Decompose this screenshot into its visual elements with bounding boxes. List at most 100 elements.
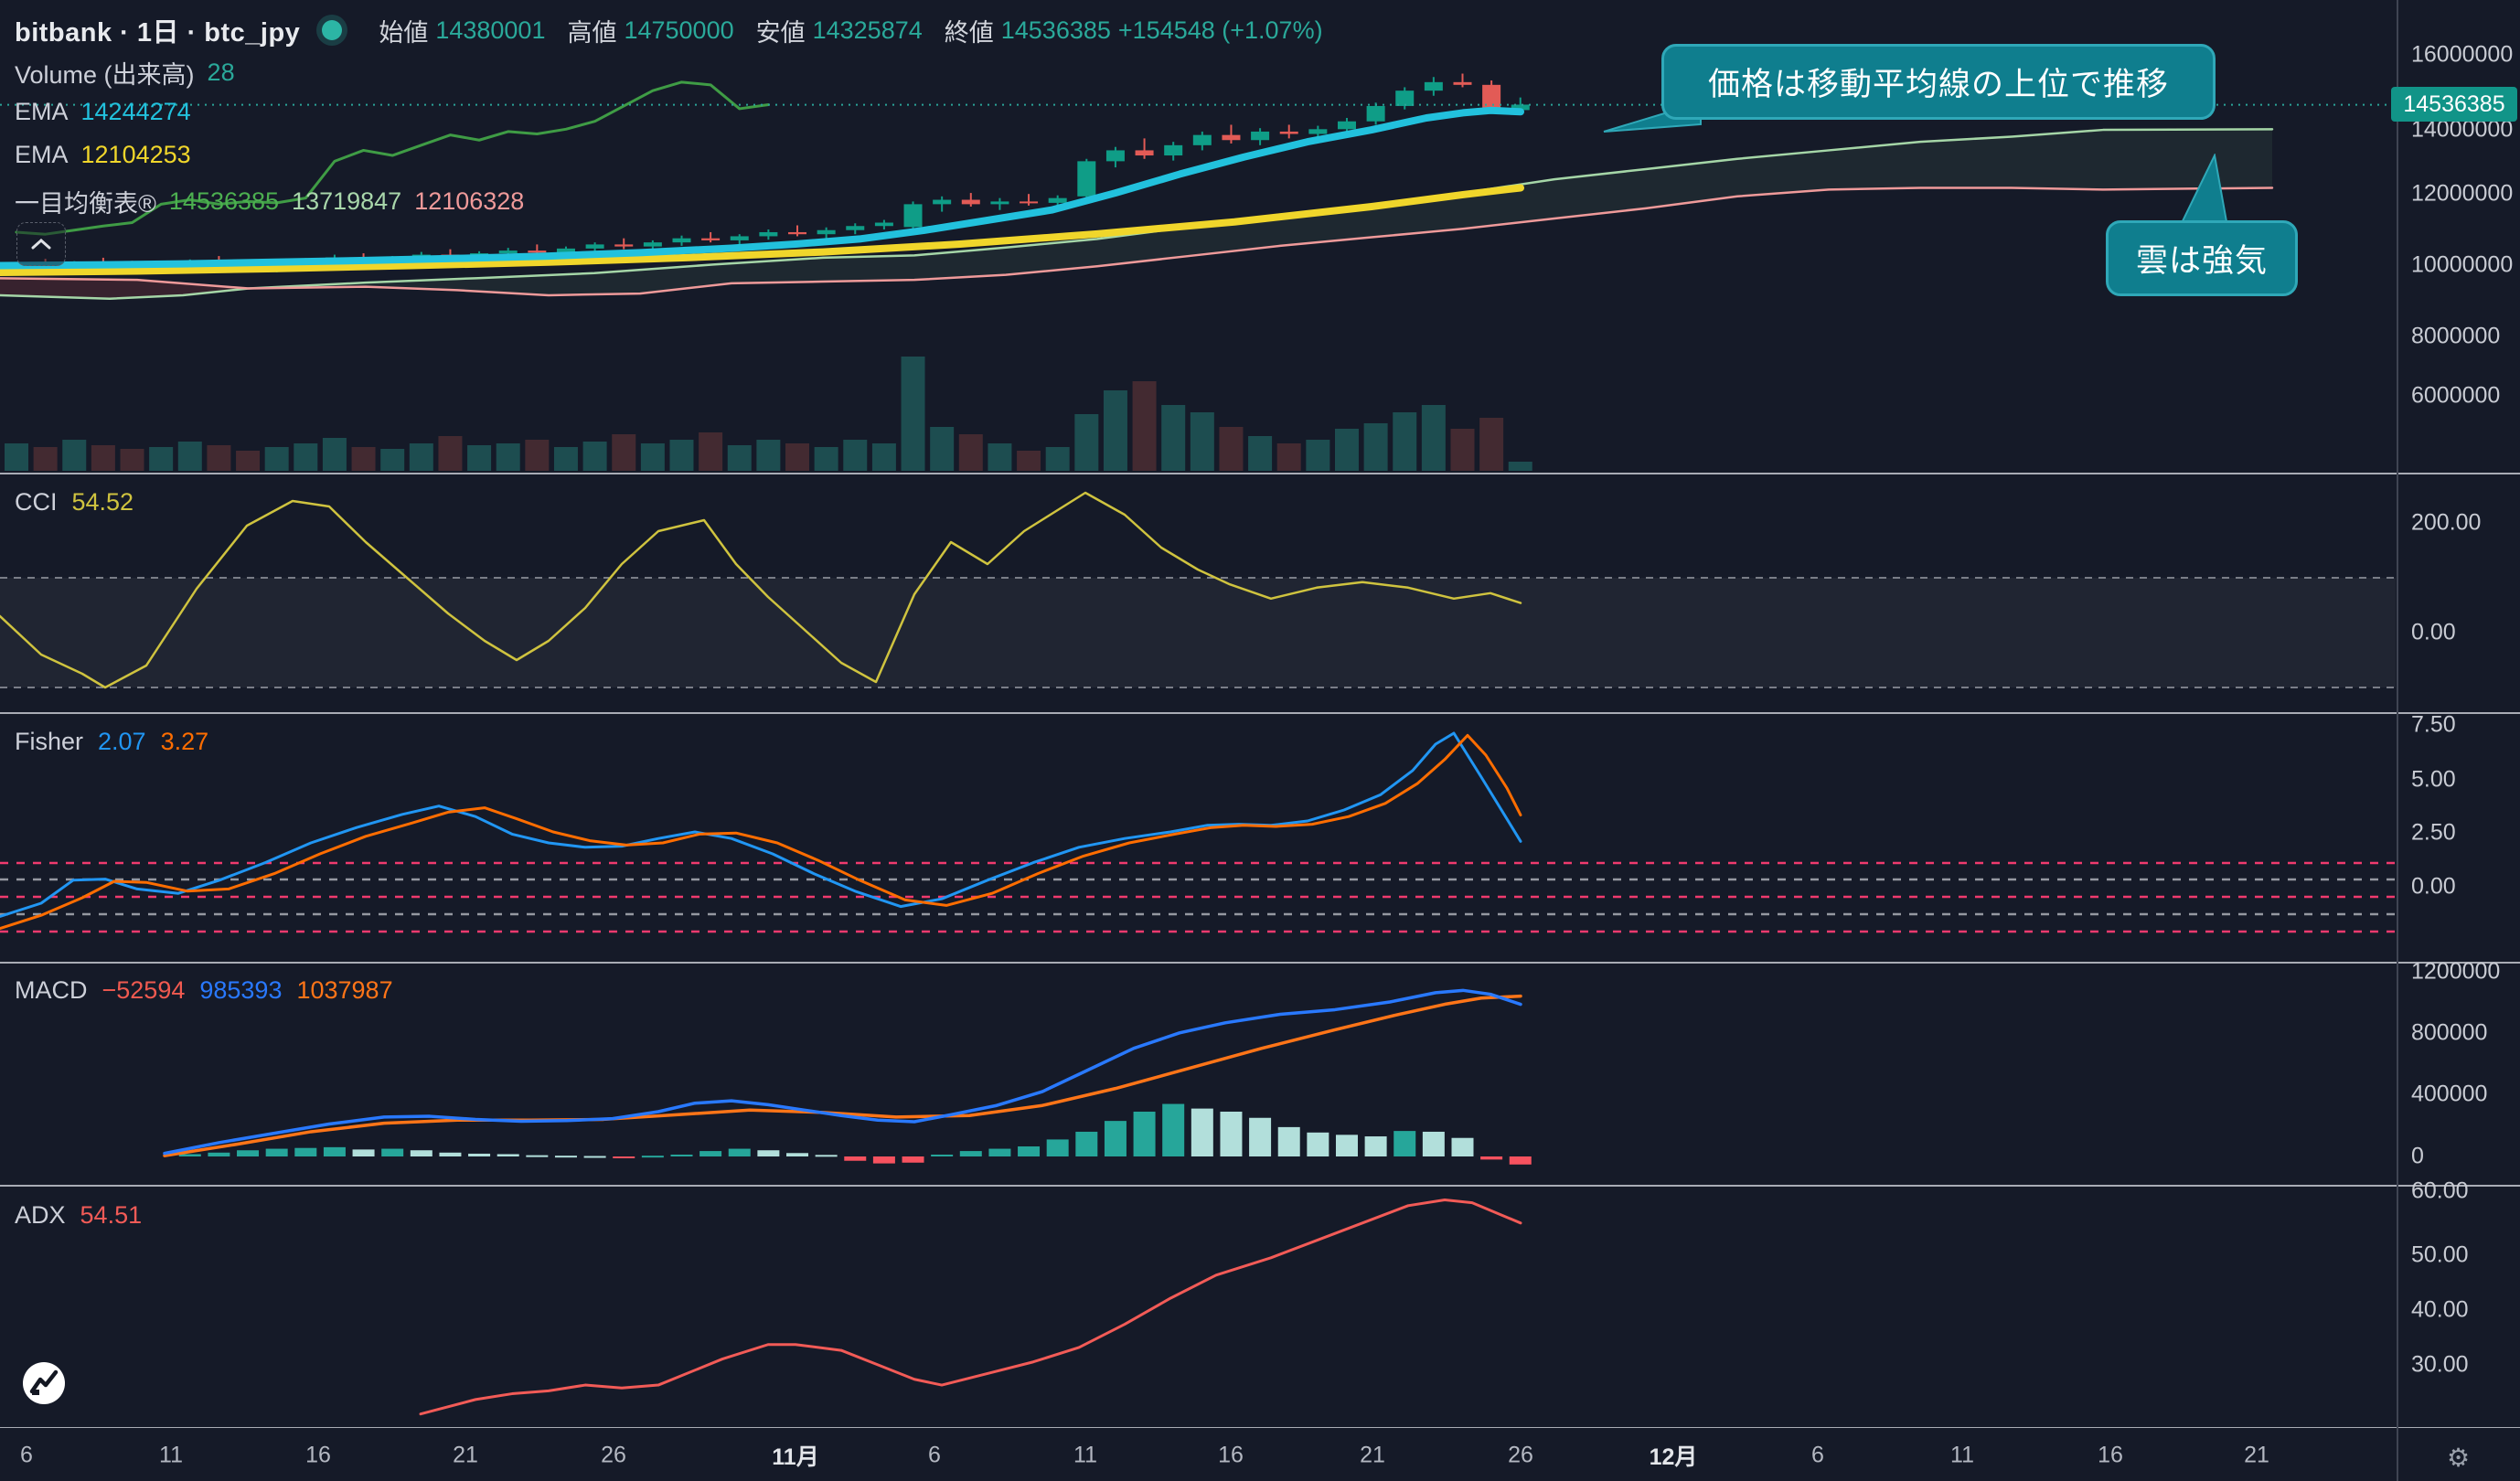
macd-histogram-bar bbox=[1451, 1137, 1474, 1156]
macd-histogram-bar bbox=[1075, 1131, 1098, 1156]
macd-histogram-bar bbox=[872, 1156, 895, 1164]
macd-histogram-bar bbox=[1046, 1139, 1069, 1156]
volume-bar bbox=[958, 434, 983, 471]
macd-histogram-bar bbox=[728, 1148, 751, 1156]
macd-histogram-bar bbox=[815, 1155, 838, 1157]
fisher-value-1: 2.07 bbox=[98, 728, 146, 755]
candle-body bbox=[846, 226, 865, 230]
cci-legend[interactable]: CCI 54.52 bbox=[15, 488, 133, 517]
ichimoku-value-2: 13719847 bbox=[292, 187, 402, 215]
adx-line bbox=[419, 1198, 1522, 1416]
macd-label: MACD bbox=[15, 976, 88, 1004]
time-tick-label: 6 bbox=[1811, 1442, 1824, 1468]
ema-fast-line bbox=[0, 106, 1524, 270]
ichimoku-cloud-bullish bbox=[249, 129, 2272, 295]
volume-bar bbox=[814, 447, 838, 471]
chart-canvas[interactable] bbox=[0, 0, 2520, 1428]
ichimoku-value-1: 14536385 bbox=[168, 187, 280, 215]
candle-body bbox=[528, 250, 547, 253]
volume-bar bbox=[988, 443, 1012, 471]
adx-value: 54.51 bbox=[80, 1201, 143, 1229]
time-tick-label: 11 bbox=[1950, 1442, 1974, 1468]
axis-tick-label: 1200000 bbox=[2411, 958, 2501, 985]
macd-histogram-bar bbox=[497, 1154, 519, 1156]
symbol-header[interactable]: bitbank · 1日 · btc_jpy 始値 14380001 高値 14… bbox=[15, 11, 1323, 49]
axis-settings-gear-icon[interactable]: ⚙ bbox=[2447, 1444, 2471, 1472]
volume-legend[interactable]: Volume (出来高) 28 bbox=[15, 55, 235, 91]
macd-value-2: 985393 bbox=[199, 976, 283, 1004]
candle-body bbox=[1482, 84, 1501, 109]
ichimoku-label: 一目均衡表® bbox=[15, 190, 156, 218]
axis-tick-label: 0.00 bbox=[2411, 619, 2456, 645]
volume-bar bbox=[177, 442, 202, 471]
volume-bar bbox=[901, 357, 925, 471]
macd-legend[interactable]: MACD −52594 985393 1037987 bbox=[15, 976, 393, 1005]
cci-label: CCI bbox=[15, 488, 58, 516]
macd-histogram-bar bbox=[1509, 1156, 1532, 1165]
candle-body bbox=[556, 248, 575, 253]
volume-bar bbox=[525, 440, 550, 471]
macd-histogram-bar bbox=[208, 1152, 230, 1156]
current-price-badge: 14536385 bbox=[2391, 87, 2517, 122]
volume-bar bbox=[1045, 447, 1070, 471]
macd-histogram-bar bbox=[1018, 1146, 1041, 1156]
candle-body bbox=[1308, 129, 1328, 134]
axis-tick-label: 2.50 bbox=[2411, 819, 2456, 846]
axis-tick-label: 800000 bbox=[2411, 1019, 2488, 1046]
axis-tick-label: 0 bbox=[2411, 1143, 2424, 1169]
cci-line bbox=[0, 491, 1522, 689]
ema-slow-legend[interactable]: EMA 12104253 bbox=[15, 141, 191, 169]
low-label: 安値 bbox=[755, 18, 806, 47]
fisher-trigger-line bbox=[0, 733, 1522, 931]
fisher-legend[interactable]: Fisher 2.07 3.27 bbox=[15, 728, 208, 756]
ohlc-row: 始値 14380001 高値 14750000 安値 14325874 終値 1… bbox=[364, 13, 1322, 48]
ema-fast-label: EMA bbox=[15, 98, 69, 125]
macd-histogram-bar bbox=[757, 1150, 780, 1156]
axis-tick-label: 40.00 bbox=[2411, 1296, 2469, 1323]
time-tick-label: 21 bbox=[2244, 1442, 2269, 1468]
symbol-title[interactable]: bitbank · 1日 · btc_jpy bbox=[15, 18, 301, 48]
time-axis[interactable]: 6 11 16 21 26 11月 6 11 16 21 26 12月 6 11 16 21 bbox=[0, 1430, 2520, 1481]
volume-bar bbox=[322, 438, 347, 471]
volume-bar bbox=[756, 440, 781, 471]
callout-cloud-bullish-text: 雲は強気 bbox=[2135, 243, 2268, 279]
volume-bar bbox=[1363, 423, 1388, 471]
candle-body bbox=[1192, 134, 1212, 145]
volume-bar bbox=[5, 443, 28, 471]
adx-legend[interactable]: ADX 54.51 bbox=[15, 1201, 142, 1230]
callout-tail-up bbox=[2178, 154, 2229, 228]
volume-bar bbox=[467, 445, 492, 471]
candle-body bbox=[1511, 104, 1530, 111]
candle-body bbox=[1395, 91, 1415, 106]
macd-histogram-bar bbox=[1133, 1111, 1156, 1156]
volume-bar bbox=[669, 440, 694, 471]
macd-value-3: 1037987 bbox=[296, 976, 393, 1004]
candle-body bbox=[585, 244, 604, 249]
macd-value-1: −52594 bbox=[101, 976, 186, 1004]
ema-fast-legend[interactable]: EMA 14244274 bbox=[15, 98, 191, 126]
volume-bar bbox=[380, 449, 405, 471]
collapse-legend-button[interactable] bbox=[16, 222, 66, 266]
volume-bar bbox=[1132, 381, 1157, 471]
ema-slow-label: EMA bbox=[15, 141, 69, 168]
candle-body bbox=[1222, 134, 1241, 141]
macd-histogram-bar bbox=[1162, 1103, 1185, 1156]
macd-line bbox=[163, 988, 1522, 1156]
volume-bar bbox=[438, 436, 463, 471]
ema-slow-value: 12104253 bbox=[80, 141, 191, 168]
macd-histogram-bar bbox=[1335, 1135, 1358, 1156]
axis-tick-label: 7.50 bbox=[2411, 711, 2456, 738]
volume-bar bbox=[1450, 429, 1475, 471]
candle-body bbox=[759, 231, 778, 237]
tradingview-logo[interactable] bbox=[23, 1362, 65, 1404]
price-axis[interactable]: 16000000 14000000 12000000 10000000 8000000 6… bbox=[2391, 0, 2520, 1481]
time-tick-label: 11月 bbox=[772, 1444, 819, 1470]
volume-label: Volume (出来高) bbox=[15, 61, 195, 89]
chikou-span-line bbox=[15, 80, 770, 236]
fisher-label: Fisher bbox=[15, 728, 84, 755]
candle-body bbox=[1135, 150, 1154, 156]
macd-histogram-bar bbox=[294, 1147, 317, 1156]
tradingview-logo-icon bbox=[29, 1369, 59, 1395]
candle-body bbox=[672, 238, 691, 243]
ichimoku-legend[interactable]: 一目均衡表® 14536385 13719847 12106328 bbox=[15, 184, 524, 219]
